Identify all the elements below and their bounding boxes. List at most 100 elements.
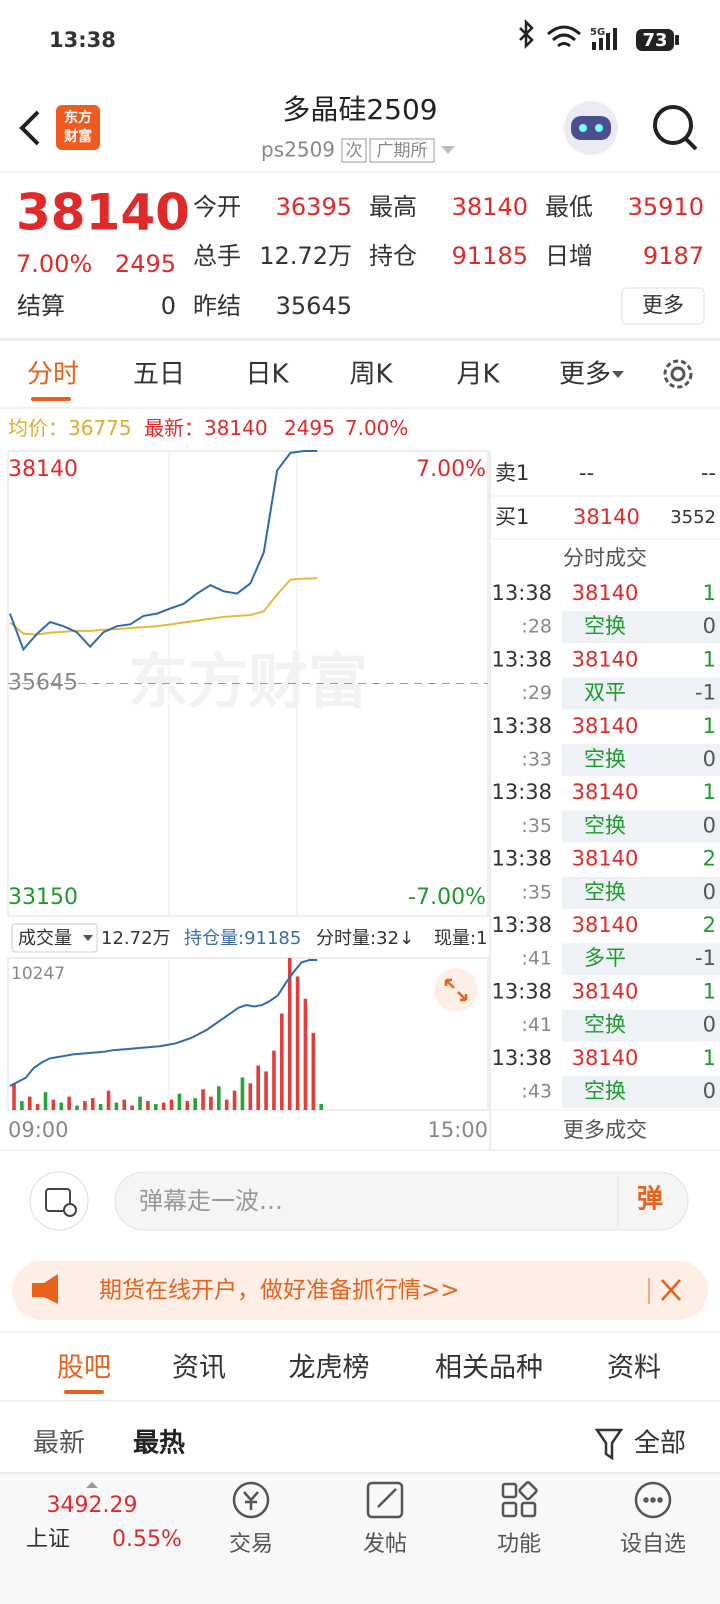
index-name: 上证 <box>26 1527 70 1552</box>
volume-bar <box>161 1102 166 1110</box>
filter-icon <box>594 1428 624 1461</box>
section-tab[interactable]: 资讯 <box>172 1353 226 1384</box>
ask-price: -- <box>579 461 594 485</box>
expand-button[interactable] <box>434 968 478 1012</box>
y-tick-label: 33150 <box>8 885 78 910</box>
search-button[interactable] <box>653 105 698 151</box>
dropdown-arrow <box>83 935 93 941</box>
comment-placeholder: 弹幕走一波… <box>139 1187 283 1215</box>
section-tab[interactable]: 相关品种 <box>435 1353 543 1384</box>
bid-volume: 3552 <box>670 507 716 528</box>
nav-label[interactable]: 功能 <box>497 1532 541 1557</box>
tag-box <box>341 138 367 163</box>
index-value[interactable]: 3492.29 <box>47 1493 138 1518</box>
banner[interactable] <box>12 1261 708 1320</box>
danmaku-settings[interactable] <box>29 1171 89 1231</box>
bottom-nav <box>0 1473 720 1604</box>
volume-bar <box>311 1032 316 1110</box>
back-button[interactable] <box>19 110 40 146</box>
trade-price: 38140 <box>572 913 639 937</box>
danmaku-button[interactable]: 弹 <box>637 1185 663 1215</box>
trade-volume: 1 <box>703 979 716 1003</box>
tab[interactable]: 分时 <box>27 360 79 390</box>
volume-bar <box>177 1093 182 1110</box>
volume-bar <box>27 1096 32 1110</box>
filter-label[interactable]: 全部 <box>634 1429 686 1459</box>
row-bg <box>562 677 720 710</box>
sort-option[interactable]: 最热 <box>133 1429 185 1459</box>
last-label: 最新： <box>144 416 204 440</box>
section-tab[interactable]: 龙虎榜 <box>289 1353 370 1384</box>
volume-bar <box>146 1101 150 1110</box>
section-tab[interactable]: 股吧 <box>57 1353 111 1384</box>
volume-bar <box>122 1099 127 1110</box>
nav-label[interactable]: 交易 <box>229 1532 273 1557</box>
tab[interactable]: 周K <box>349 360 393 390</box>
volume-bar <box>193 1098 197 1110</box>
volume-bar <box>153 1104 158 1110</box>
banner-text: 期货在线开户，做好准备抓行情>> <box>99 1278 460 1304</box>
change-value: 2495 <box>284 416 335 440</box>
row-bg <box>562 810 720 843</box>
trade-volume: 1 <box>703 1046 716 1070</box>
volume-bar <box>280 1013 284 1110</box>
y-tick-label: 38140 <box>8 457 78 482</box>
index-change: 0.55% <box>112 1527 182 1552</box>
price-line <box>9 450 318 652</box>
field-label: 日增 <box>545 242 593 270</box>
volume-bar <box>232 1090 237 1110</box>
trade-time: 13:38 <box>491 714 552 738</box>
open-interest: 持仓量:91185 <box>184 928 301 949</box>
more-button[interactable] <box>621 287 705 325</box>
field-label: 总手 <box>193 242 241 270</box>
volume-bar <box>35 1104 40 1110</box>
logo-text: 财富 <box>63 128 92 145</box>
nav-label[interactable]: 设自选 <box>620 1532 686 1557</box>
more-trades[interactable]: 更多成交 <box>563 1118 647 1142</box>
field-value: 36395 <box>276 193 352 221</box>
status-time: 13:38 <box>49 28 116 52</box>
trade-time: :33 <box>521 749 552 771</box>
volume-bar <box>67 1096 71 1110</box>
volume-bar <box>169 1099 174 1110</box>
trade-price: 空换 <box>584 813 626 837</box>
last-volume: 现量:1 <box>434 928 488 949</box>
tab[interactable]: 月K <box>456 360 500 390</box>
battery <box>636 29 674 51</box>
tab[interactable]: 日K <box>245 360 289 390</box>
trade-volume: 0 <box>703 747 716 771</box>
field-value: 38140 <box>452 193 528 221</box>
close-button[interactable] <box>661 1279 681 1301</box>
dropdown-arrow[interactable] <box>441 146 455 154</box>
volume-label: 成交量 <box>18 928 72 949</box>
volume-bar <box>240 1077 245 1110</box>
section-tab[interactable]: 资料 <box>607 1353 661 1384</box>
x-label: 09:00 <box>8 1118 69 1142</box>
volume-bar <box>43 1092 48 1110</box>
field-label: 最高 <box>369 193 417 221</box>
volume-bar <box>256 1065 260 1110</box>
volume-bar <box>209 1096 213 1110</box>
field-value: 9187 <box>643 242 704 270</box>
contract-code: ps2509 <box>261 138 335 162</box>
robot-avatar[interactable] <box>564 101 618 155</box>
trade-time: 13:38 <box>491 1046 552 1070</box>
trade-volume: 0 <box>703 614 716 638</box>
sort-option[interactable]: 最新 <box>33 1429 85 1459</box>
nav-label[interactable]: 发帖 <box>363 1532 407 1557</box>
row-bg <box>562 1076 720 1108</box>
app-logo[interactable] <box>56 105 100 150</box>
field-label: 今开 <box>193 193 241 221</box>
settings-button[interactable] <box>663 359 693 389</box>
bluetooth-icon <box>519 18 534 50</box>
logo-text: 东方 <box>64 109 92 126</box>
comment-input[interactable] <box>114 1171 689 1231</box>
volume-selector[interactable] <box>11 923 98 953</box>
volume-bar <box>224 1099 229 1110</box>
trade-price: 38140 <box>572 847 639 871</box>
ask-label: 卖1 <box>495 461 529 485</box>
tab[interactable]: 更多 <box>559 360 611 390</box>
tab[interactable]: 五日 <box>133 360 185 390</box>
ask-volume: -- <box>701 461 716 485</box>
